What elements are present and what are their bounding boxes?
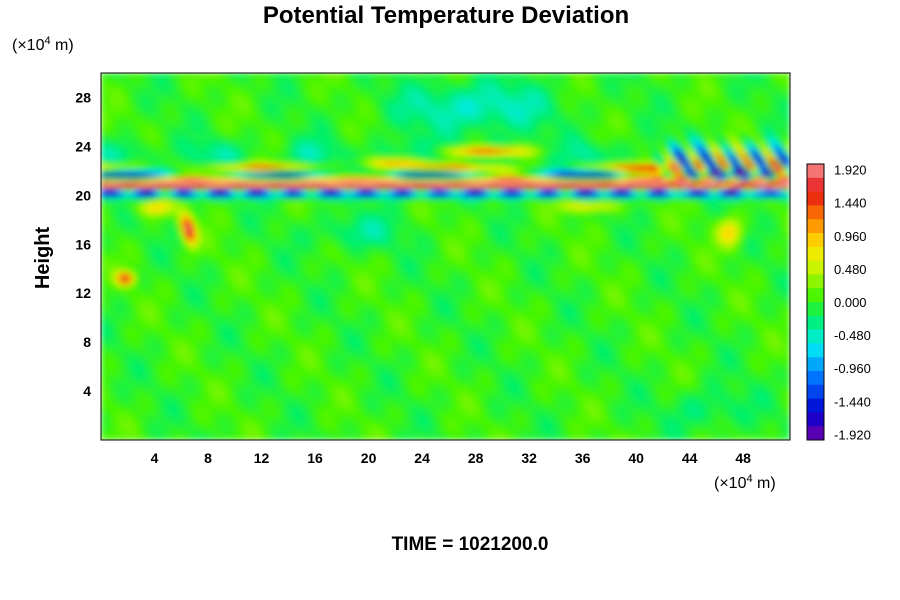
colorbar-band: [807, 357, 824, 372]
colorbar-band: [807, 426, 824, 440]
colorbar-bands: [807, 164, 824, 440]
y-unit-suffix: m): [51, 37, 74, 54]
x-tick-label: 32: [521, 450, 537, 466]
colorbar-band: [807, 384, 824, 400]
y-tick-label: 24: [75, 138, 91, 154]
y-unit-exp: 4: [44, 35, 50, 47]
y-tick-label: 4: [83, 383, 91, 399]
x-axis-ticks: 4 8 12 16 20 24 28 32 36 40 44 48: [151, 450, 752, 466]
x-tick-label: 16: [307, 450, 323, 466]
x-unit-exp: 4: [746, 473, 752, 485]
y-tick-label: 16: [75, 236, 91, 252]
colorbar-band: [807, 288, 824, 303]
colorbar-label: -1.920: [834, 427, 871, 442]
colorbar-band: [807, 164, 824, 179]
plot-frame: [100, 72, 791, 441]
x-tick-label: 8: [204, 450, 212, 466]
colorbar-band: [807, 398, 824, 413]
colorbar: 1.920 1.440 0.960 0.480 0.000 -0.480 -0.960 -1.…: [806, 163, 871, 443]
y-tick-label: 28: [75, 89, 91, 105]
y-tick-label: 12: [75, 285, 91, 301]
colorbar-band: [807, 205, 824, 220]
colorbar-band: [807, 246, 824, 262]
y-axis-ticks: 4 8 12 16 20 24 28: [75, 89, 91, 399]
colorbar-band: [807, 302, 824, 317]
y-axis-label: Height: [32, 227, 54, 290]
colorbar-label: 0.000: [834, 295, 867, 310]
y-unit-prefix: (×10: [12, 37, 45, 54]
colorbar-frame: [806, 163, 825, 441]
y-tick-label: 8: [83, 334, 91, 350]
colorbar-labels: 1.920 1.440 0.960 0.480 0.000 -0.480 -0.960 -1.…: [834, 163, 871, 443]
colorbar-band: [807, 233, 824, 248]
y-tick-label: 20: [75, 187, 91, 203]
colorbar-label: -0.480: [834, 328, 871, 343]
x-unit-suffix: m): [753, 475, 776, 492]
heatmap-field-image: [101, 73, 790, 440]
colorbar-band: [807, 191, 824, 206]
colorbar-band: [807, 329, 824, 344]
colorbar-band: [807, 315, 824, 331]
x-axis-unit: (×104 m): [714, 473, 776, 492]
x-tick-label: 12: [254, 450, 270, 466]
x-tick-label: 48: [735, 450, 751, 466]
colorbar-band: [807, 371, 824, 386]
colorbar-label: 0.480: [834, 262, 867, 277]
colorbar-label: 0.960: [834, 229, 867, 244]
colorbar-band: [807, 274, 824, 289]
colorbar-band: [807, 177, 824, 193]
y-axis-unit: (×104 m): [12, 35, 74, 54]
colorbar-label: -1.440: [834, 394, 871, 409]
colorbar-label: 1.920: [834, 163, 867, 178]
colorbar-band: [807, 219, 824, 234]
x-tick-label: 20: [361, 450, 377, 466]
x-tick-label: 36: [575, 450, 591, 466]
x-unit-prefix: (×10: [714, 475, 747, 492]
time-label: TIME = 1021200.0: [392, 534, 549, 555]
chart-title: Potential Temperature Deviation: [263, 2, 629, 29]
x-tick-label: 4: [151, 450, 159, 466]
x-tick-label: 24: [414, 450, 430, 466]
x-tick-label: 44: [682, 450, 698, 466]
heatmap-field: [101, 73, 790, 440]
colorbar-label: 1.440: [834, 196, 867, 211]
x-tick-label: 28: [468, 450, 484, 466]
colorbar-band: [807, 343, 824, 358]
x-tick-label: 40: [628, 450, 644, 466]
colorbar-label: -0.960: [834, 361, 871, 376]
colorbar-band: [807, 412, 824, 427]
colorbar-band: [807, 260, 824, 275]
